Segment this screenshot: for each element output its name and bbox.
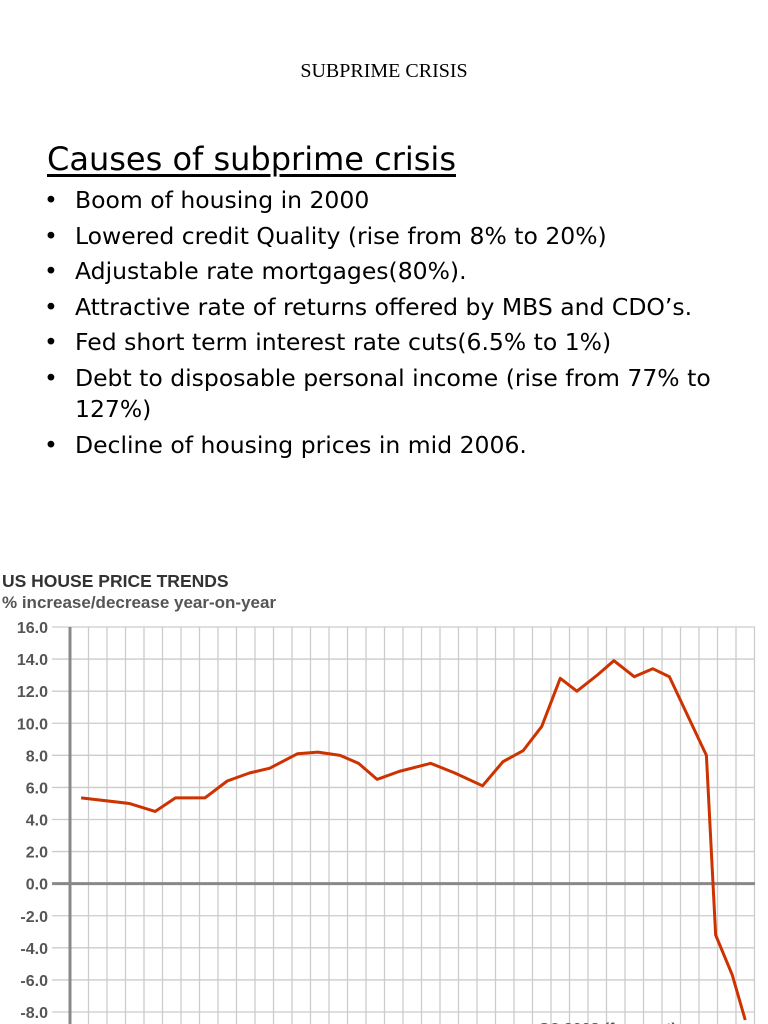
list-item: • Lowered credit Quality (rise from 8% to… (44, 221, 744, 252)
bullet-icon: • (44, 363, 58, 392)
list-item-text: Debt to disposable personal income (rise… (75, 363, 711, 423)
bullet-icon: • (44, 186, 58, 214)
y-tick-label: 4.0 (26, 813, 48, 830)
y-tick-label: 8.0 (26, 748, 48, 765)
y-tick-label: 2.0 (26, 845, 48, 862)
y-tick-label: 14.0 (17, 652, 48, 669)
forecast-annotation: Q3 2008 (forecast) (538, 1021, 677, 1024)
list-item-text: Decline of housing prices in mid 2006. (75, 430, 527, 459)
y-tick-label: -4.0 (20, 941, 48, 958)
chart-subtitle: % increase/decrease year-on-year (2, 593, 277, 612)
y-tick-label: 0.0 (26, 877, 48, 894)
bullet-icon: • (44, 292, 58, 321)
bullet-icon: • (44, 430, 58, 459)
list-item-text: Lowered credit Quality (rise from 8% to … (75, 221, 607, 250)
slide-heading: Causes of subprime crisis (47, 140, 456, 178)
list-item: • Debt to disposable personal income (ris… (44, 363, 715, 425)
list-item: • Decline of housing prices in mid 2006. (44, 430, 744, 461)
chart-title: US HOUSE PRICE TRENDS (2, 571, 229, 591)
y-tick-label: 12.0 (17, 684, 48, 701)
list-item: • Adjustable rate mortgages(80%). (44, 256, 744, 287)
bullet-icon: • (44, 257, 58, 286)
list-item-text: Attractive rate of returns offered by MB… (75, 292, 693, 321)
bullet-icon: • (44, 328, 58, 357)
y-tick-label: 6.0 (26, 780, 48, 797)
bullet-icon: • (44, 221, 58, 250)
causes-list: • Boom of housing in 2000 • Lowered credit… (44, 185, 744, 465)
y-tick-label: -8.0 (20, 1005, 48, 1022)
list-item-text: Boom of housing in 2000 (75, 186, 370, 214)
list-item: • Fed short term interest rate cuts(6.5% … (44, 327, 744, 358)
list-item: • Boom of housing in 2000 (44, 185, 744, 216)
document-title: SUBPRIME CRISIS (300, 60, 468, 82)
list-item: • Attractive rate of returns offered by M… (44, 292, 695, 323)
y-tick-label: -2.0 (20, 909, 48, 926)
price-trend-line (80, 659, 747, 1021)
y-tick-label: -6.0 (20, 973, 48, 990)
list-item-text: Adjustable rate mortgages(80%). (75, 257, 467, 286)
y-tick-label: 10.0 (17, 716, 48, 733)
y-tick-label: 16.0 (17, 620, 48, 637)
list-item-text: Fed short term interest rate cuts(6.5% t… (75, 328, 612, 357)
